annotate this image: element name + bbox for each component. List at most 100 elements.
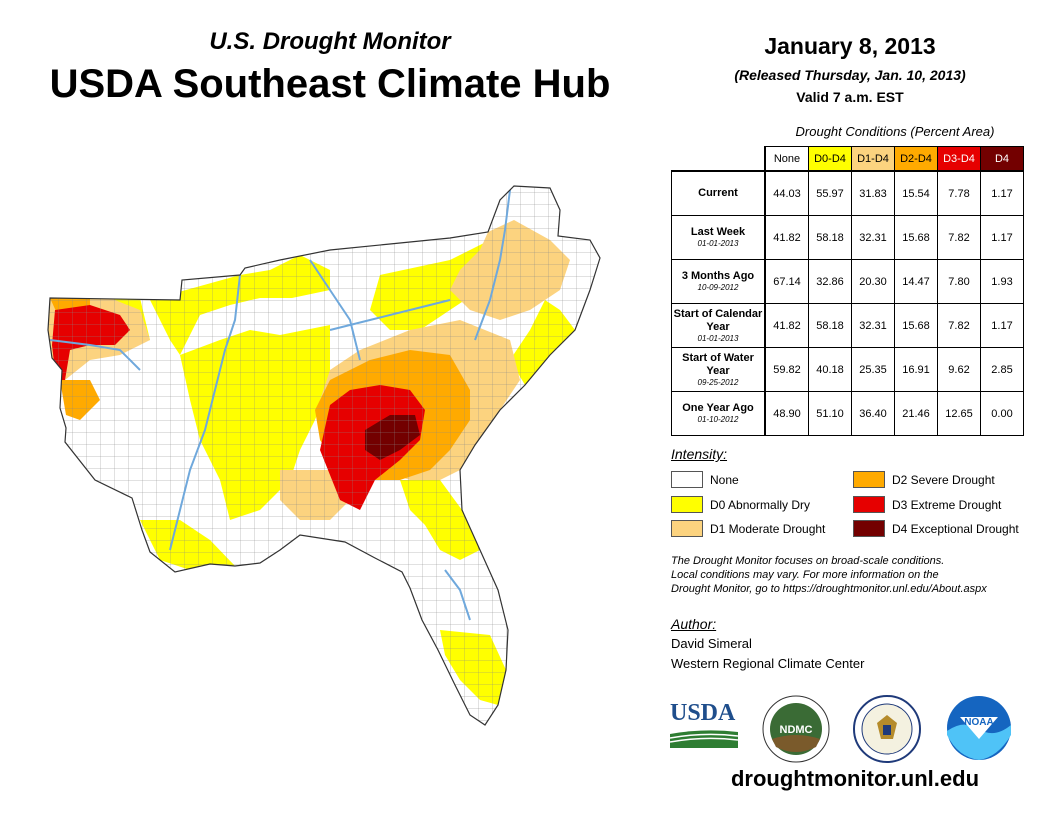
legend-item-d3: D3 Extreme Drought	[853, 496, 1001, 513]
table-cell: 7.82	[937, 303, 981, 348]
row-date: 09-25-2012	[697, 377, 739, 387]
table-caption: Drought Conditions (Percent Area)	[795, 124, 995, 139]
table-cell: 32.86	[808, 259, 852, 304]
row-label-text: Start of Water Year	[682, 351, 754, 377]
author-heading: Author:	[671, 616, 717, 632]
table-cell: 48.90	[764, 391, 809, 436]
note-line: Drought Monitor, go to https://droughtmo…	[671, 583, 987, 595]
note-line: Local conditions may vary. For more info…	[671, 569, 939, 581]
column-header-d0-d4: D0-D4	[808, 146, 852, 172]
map-subtitle: U.S. Drought Monitor	[209, 28, 451, 55]
legend-label: None	[710, 472, 739, 487]
table-row: Current 44.03 55.97 31.83 15.54 7.78 1.1…	[671, 170, 1024, 216]
table-cell: 15.68	[894, 303, 938, 348]
table-cell: 21.46	[894, 391, 938, 436]
note-line: The Drought Monitor focuses on broad-sca…	[671, 555, 945, 567]
table-cell: 36.40	[851, 391, 895, 436]
column-header-d4: D4	[980, 146, 1024, 172]
row-label-text: Start of Calendar Year	[673, 307, 763, 333]
table-cell: 67.14	[764, 259, 809, 304]
drought-map	[47, 185, 601, 726]
table-cell: 20.30	[851, 259, 895, 304]
table-cell: 7.80	[937, 259, 981, 304]
table-cell: 1.17	[980, 215, 1024, 260]
row-label: Current	[671, 170, 766, 216]
row-label-text: Current	[698, 187, 738, 199]
legend-swatch	[853, 471, 885, 488]
table-cell: 31.83	[851, 170, 895, 216]
table-row: 3 Months Ago 10-09-2012 67.14 32.86 20.30…	[671, 259, 1024, 304]
author-name: David Simeral	[671, 636, 752, 651]
rivers	[49, 189, 511, 621]
table-cell: 7.78	[937, 170, 981, 216]
map-title: USDA Southeast Climate Hub	[49, 62, 611, 106]
table-cell: 40.18	[808, 347, 852, 392]
legend-item-none: None	[671, 471, 739, 488]
table-row: Last Week 01-01-2013 41.82 58.18 32.31 15…	[671, 215, 1024, 260]
legend-label: D4 Exceptional Drought	[892, 521, 1019, 536]
row-label-text: One Year Ago	[682, 402, 754, 414]
column-header-d1-d4: D1-D4	[851, 146, 895, 172]
noaa-logo: NOAA	[947, 696, 1011, 760]
table-row: One Year Ago 01-10-2012 48.90 51.10 36.40…	[671, 391, 1024, 436]
table-cell: 12.65	[937, 391, 981, 436]
table-cell: 32.31	[851, 215, 895, 260]
table-cell: 0.00	[980, 391, 1024, 436]
valid-time: Valid 7 a.m. EST	[796, 89, 904, 105]
svg-text:NDMC: NDMC	[780, 724, 813, 736]
table-cell: 1.17	[980, 170, 1024, 216]
table-cell: 58.18	[808, 215, 852, 260]
legend-label: D0 Abnormally Dry	[710, 497, 811, 512]
table-cell: 59.82	[764, 347, 809, 392]
row-label: One Year Ago 01-10-2012	[671, 391, 766, 436]
column-header-d2-d4: D2-D4	[894, 146, 938, 172]
table-cell: 15.54	[894, 170, 938, 216]
legend-item-d1: D1 Moderate Drought	[671, 520, 825, 537]
row-date: 10-09-2012	[697, 283, 739, 292]
commerce-seal-logo	[853, 695, 921, 763]
legend-label: D1 Moderate Drought	[710, 521, 826, 536]
legend-label: D3 Extreme Drought	[892, 497, 1002, 512]
table-cell: 1.17	[980, 303, 1024, 348]
row-label-text: Last Week	[690, 226, 746, 238]
legend-swatch	[671, 520, 703, 537]
table-cell: 2.85	[980, 347, 1024, 392]
table-cell: 41.82	[764, 215, 809, 260]
author-org: Western Regional Climate Center	[671, 656, 865, 671]
row-label: Last Week 01-01-2013	[671, 215, 766, 260]
drought-stats-table: None D0-D4 D1-D4 D2-D4 D3-D4 D4 Current …	[671, 146, 1024, 436]
legend-swatch	[671, 496, 703, 513]
county-grid	[48, 186, 600, 725]
column-header-d3-d4: D3-D4	[937, 146, 981, 172]
legend-swatch	[671, 471, 703, 488]
table-cell: 44.03	[764, 170, 809, 216]
table-cell: 25.35	[851, 347, 895, 392]
row-label: Start of Water Year 09-25-2012	[671, 347, 766, 392]
table-cell: 55.97	[808, 170, 852, 216]
row-label: 3 Months Ago 10-09-2012	[671, 259, 766, 304]
row-date: 01-01-2013	[697, 333, 739, 343]
table-cell: 9.62	[937, 347, 981, 392]
table-row: Start of Water Year 09-25-2012 59.82 40.1…	[671, 347, 1024, 392]
map-date: January 8, 2013	[764, 33, 936, 59]
legend-label: D2 Severe Drought	[892, 472, 995, 487]
row-date: 01-01-2013	[697, 239, 739, 248]
legend-swatch	[853, 496, 885, 513]
table-cell: 7.82	[937, 215, 981, 260]
row-label: Start of Calendar Year 01-01-2013	[671, 303, 766, 348]
legend-item-d4: D4 Exceptional Drought	[853, 520, 1019, 537]
table-cell: 14.47	[894, 259, 938, 304]
legend-item-d2: D2 Severe Drought	[853, 471, 995, 488]
legend-swatch	[853, 520, 885, 537]
table-header-row: None D0-D4 D1-D4 D2-D4 D3-D4 D4	[672, 146, 1024, 172]
release-date: (Released Thursday, Jan. 10, 2013)	[734, 67, 966, 83]
table-cell: 16.91	[894, 347, 938, 392]
table-cell: 15.68	[894, 215, 938, 260]
table-row: Start of Calendar Year 01-01-2013 41.82 5…	[671, 303, 1024, 348]
table-cell: 58.18	[808, 303, 852, 348]
row-date: 01-10-2012	[697, 415, 739, 424]
table-corner	[672, 147, 766, 172]
website-link[interactable]: droughtmonitor.unl.edu	[730, 766, 980, 791]
svg-text:NOAA: NOAA	[964, 717, 993, 728]
column-header-none: None	[764, 146, 809, 172]
